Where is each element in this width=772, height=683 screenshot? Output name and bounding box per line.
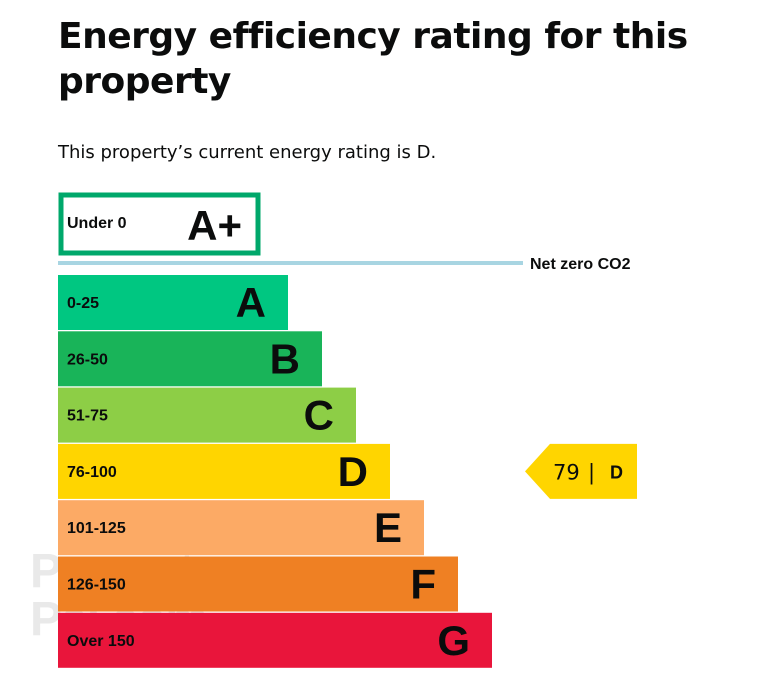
- net-zero-label: Net zero CO2: [530, 256, 631, 273]
- band-b-range-label: 26-50: [67, 351, 108, 368]
- band-b-letter: B: [270, 335, 300, 382]
- band-a-letter: A: [236, 279, 266, 326]
- band-e-bar: [58, 500, 424, 556]
- band-f-letter: F: [410, 561, 436, 608]
- band-a-range-label: 0-25: [67, 295, 99, 312]
- band-d-range-label: 76-100: [67, 464, 117, 481]
- band-g-range-label: Over 150: [67, 633, 135, 650]
- band-e-letter: E: [374, 504, 402, 551]
- current-rating-statement: This property’s current energy rating is…: [58, 142, 437, 163]
- current-rating-score: 79: [553, 460, 580, 484]
- band-g-letter: G: [437, 617, 470, 664]
- band-d-letter: D: [338, 448, 368, 495]
- band-c-letter: C: [304, 392, 334, 439]
- current-rating-marker: [525, 443, 637, 499]
- band-a-bar: [58, 275, 288, 330]
- band-b-bar: [58, 331, 322, 387]
- band-f-bar: [58, 556, 458, 612]
- band-e-range-label: 101-125: [67, 520, 126, 537]
- band-a-plus-letter: A+: [187, 202, 242, 249]
- band-c-range-label: 51-75: [67, 408, 108, 425]
- page-title: Energy efficiency rating for this proper…: [58, 16, 688, 102]
- band-f-range-label: 126-150: [67, 577, 126, 594]
- band-c-bar: [58, 387, 356, 443]
- current-rating-letter: D: [610, 462, 623, 482]
- band-d-bar: [58, 443, 390, 499]
- band-a-plus-range-label: Under 0: [67, 215, 127, 232]
- current-rating-separator: |: [588, 460, 595, 485]
- band-a-plus-bar: [58, 192, 261, 256]
- band-g-bar: [58, 612, 492, 668]
